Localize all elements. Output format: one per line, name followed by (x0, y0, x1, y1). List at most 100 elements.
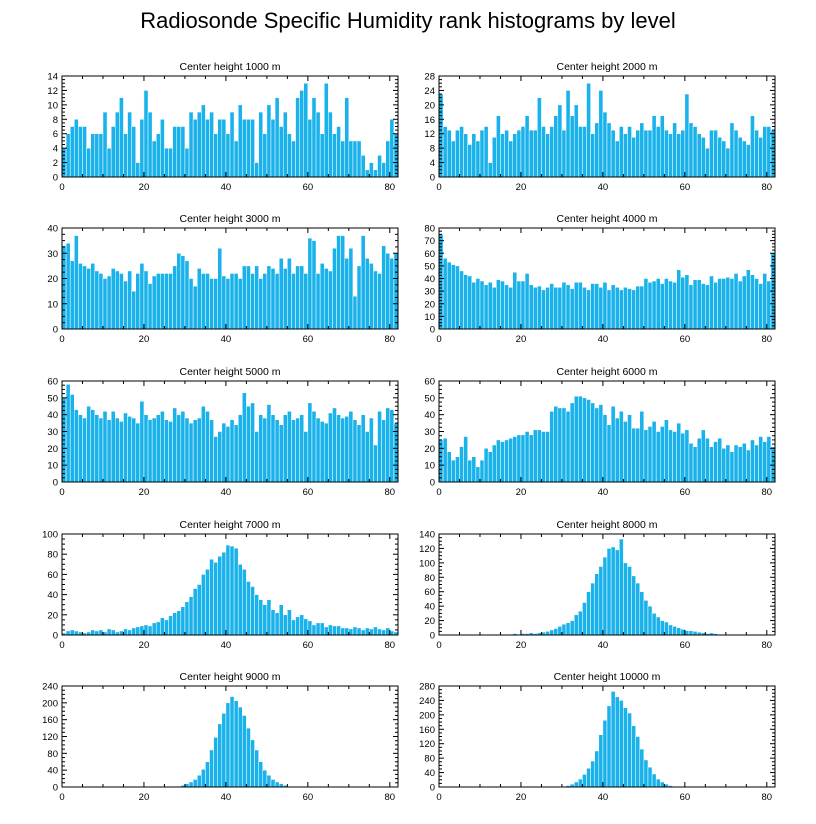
histogram-bar (729, 278, 735, 330)
histogram-bar (311, 240, 317, 330)
histogram-bar (590, 402, 595, 483)
histogram-bar (614, 417, 620, 483)
histogram-bar (295, 97, 300, 178)
histogram-bar (594, 750, 600, 788)
histogram-bar (680, 432, 686, 483)
histogram-bar (246, 119, 251, 178)
histogram-bar (746, 144, 751, 178)
y-tick-label: 60 (424, 377, 435, 388)
histogram-bar (180, 126, 186, 178)
histogram-panel: Center height 9000 m 0 20 40 60 80 0 40 80 120 160… (42, 671, 399, 803)
histogram-bar (389, 630, 395, 636)
histogram-bar (754, 444, 759, 483)
histogram-bar (578, 778, 583, 788)
histogram-bar (323, 626, 329, 636)
histogram-bar (336, 235, 341, 330)
histogram-bar (377, 628, 382, 636)
histogram-bar (713, 129, 718, 178)
y-tick-label: 28 (424, 72, 435, 83)
histogram-bar (188, 781, 194, 788)
histogram-bar (541, 289, 546, 330)
histogram-bar (545, 287, 550, 330)
histogram-bar (196, 268, 202, 330)
histogram-bar (274, 612, 280, 636)
y-tick-label: 16 (424, 115, 435, 126)
x-tick-label: 40 (598, 487, 609, 498)
histogram-bar (758, 283, 763, 330)
y-tick-label: 10 (424, 312, 435, 323)
y-tick-label: 8 (53, 115, 58, 126)
histogram-bar (123, 133, 128, 178)
x-tick-label: 0 (436, 640, 441, 651)
histogram-bar (528, 129, 534, 178)
histogram-bar (660, 426, 665, 483)
histogram-bar (315, 417, 321, 483)
histogram-bar (250, 739, 255, 788)
histogram-bar (586, 767, 591, 788)
histogram-bar (295, 417, 300, 483)
histogram-bar (655, 431, 661, 483)
histogram-bar (537, 285, 542, 330)
histogram-bar (242, 715, 247, 788)
histogram-bar (266, 599, 272, 636)
histogram-bar (590, 283, 595, 330)
y-tick-label: 0 (430, 325, 435, 336)
y-tick-label: 8 (430, 144, 435, 155)
histogram-bar (323, 82, 329, 178)
histogram-bar (283, 614, 288, 636)
histogram-bar (602, 414, 608, 483)
y-tick-label: 120 (42, 732, 58, 743)
histogram-bar (614, 140, 620, 178)
y-tick-label: 10 (47, 100, 58, 111)
histogram-bar (549, 283, 554, 330)
histogram-bar (364, 627, 370, 636)
histogram-bar (619, 700, 624, 788)
y-tick-label: 80 (424, 224, 435, 235)
histogram-bar (115, 417, 120, 483)
histogram-bar (115, 270, 120, 330)
histogram-bar (639, 748, 645, 788)
x-tick-label: 60 (680, 792, 691, 803)
histogram-bar (283, 111, 288, 178)
histogram-bar (119, 630, 124, 636)
histogram-bar (328, 111, 333, 178)
histogram-bar (229, 545, 235, 636)
histogram-bar (709, 275, 714, 330)
y-tick-label: 40 (424, 410, 435, 421)
histogram-bar (217, 723, 223, 788)
histogram-bar (348, 411, 354, 483)
y-tick-label: 30 (47, 427, 58, 438)
histogram-panel: Center height 1000 m 0 20 40 60 80 0 2 4 6 8 10 12 14 (47, 61, 399, 193)
histogram-bar (651, 773, 657, 788)
histogram-bar (569, 620, 575, 636)
y-tick-label: 20 (47, 444, 58, 455)
histogram-bar (270, 609, 276, 636)
histogram-bar (459, 446, 464, 483)
histogram-bar (516, 129, 522, 178)
histogram-bar (508, 437, 514, 483)
histogram-bar (69, 126, 75, 178)
histogram-bar (446, 451, 452, 483)
histogram-bar (209, 111, 214, 178)
histogram-bar (471, 282, 477, 330)
histogram-bar (364, 431, 370, 483)
histogram-bar (729, 451, 735, 483)
histogram-bar (487, 162, 493, 178)
histogram-bar (164, 147, 169, 178)
x-tick-label: 60 (680, 334, 691, 345)
y-tick-label: 160 (419, 725, 435, 736)
x-tick-label: 0 (59, 792, 64, 803)
x-tick-label: 60 (303, 334, 314, 345)
histogram-bar (627, 712, 632, 788)
histogram-bar (242, 265, 247, 330)
histogram-bar (635, 427, 641, 483)
histogram-bar (385, 627, 391, 636)
histogram-bar (246, 581, 251, 636)
histogram-bar (98, 273, 104, 330)
histogram-bar (741, 140, 747, 178)
histogram-bar (69, 629, 75, 636)
histogram-bar (463, 436, 468, 483)
histogram-bar (582, 602, 587, 636)
histogram-bar (192, 119, 198, 178)
histogram-bar (151, 140, 157, 178)
